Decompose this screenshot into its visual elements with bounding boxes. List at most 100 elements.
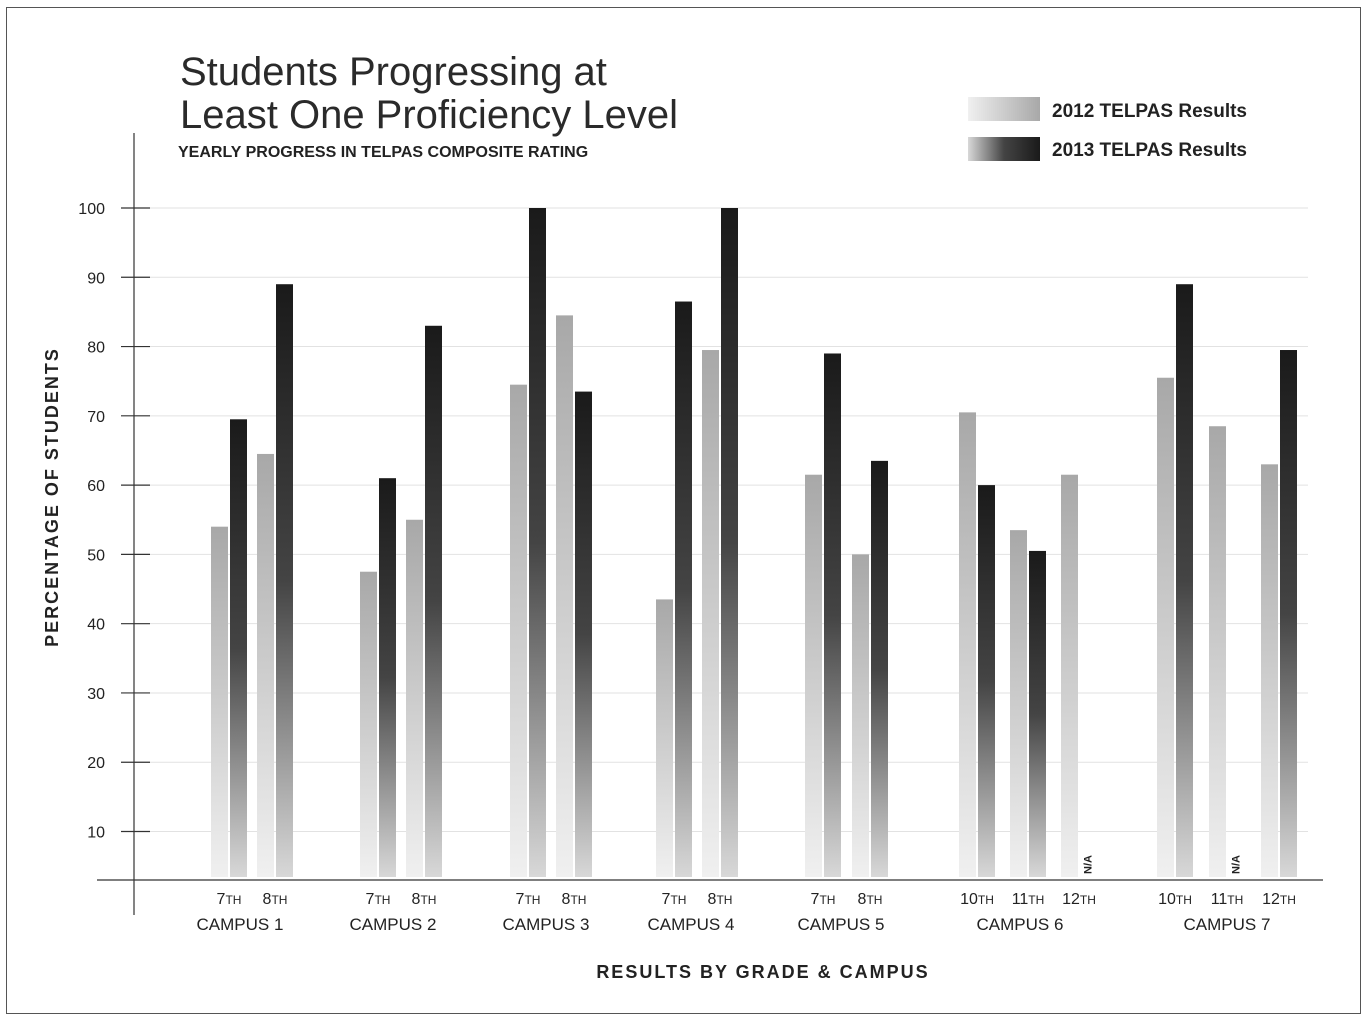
x-grade-label: 7TH xyxy=(217,891,242,908)
grade-number: 8 xyxy=(562,891,571,908)
x-campus-label: CAMPUS 4 xyxy=(648,915,735,934)
x-campus-label: CAMPUS 2 xyxy=(350,915,437,934)
grade-number: 8 xyxy=(858,891,867,908)
grade-number: 12 xyxy=(1262,891,1280,908)
x-grade-label: 8TH xyxy=(412,891,437,908)
x-grade-label: 8TH xyxy=(263,891,288,908)
bar-2013-5-8 xyxy=(871,460,888,877)
legend-label-2013: 2013 TELPAS Results xyxy=(1052,140,1247,161)
bar-2012-7-12 xyxy=(1261,464,1278,877)
grade-number: 11 xyxy=(1012,891,1029,908)
grade-number: 8 xyxy=(263,891,272,908)
y-tick-label: 60 xyxy=(87,478,105,495)
x-campus-label: CAMPUS 6 xyxy=(977,915,1064,934)
bar-2013-2-7 xyxy=(379,478,396,877)
grade-number: 8 xyxy=(412,891,421,908)
bar-2013-1-8 xyxy=(276,284,293,877)
grade-suffix: TH xyxy=(570,893,586,907)
na-label: N/A xyxy=(1083,855,1095,874)
x-grade-label: 8TH xyxy=(858,891,883,908)
x-grade-label: 7TH xyxy=(662,891,687,908)
x-axis-title: RESULTS BY GRADE & CAMPUS xyxy=(596,962,929,982)
y-axis-ticks: 10 20 30 40 50 60 70 80 90 100 xyxy=(78,201,150,842)
grade-suffix: TH xyxy=(1028,893,1044,907)
x-grade-label: 12TH xyxy=(1062,891,1096,908)
bar-2012-4-8 xyxy=(702,350,719,877)
x-grade-label: 11TH xyxy=(1012,891,1045,908)
grade-suffix: TH xyxy=(225,893,241,907)
x-campus-label: CAMPUS 1 xyxy=(197,915,284,934)
bar-2012-6-10 xyxy=(959,412,976,877)
x-campus-label: CAMPUS 3 xyxy=(503,915,590,934)
grade-suffix: TH xyxy=(716,893,732,907)
bar-2013-4-7 xyxy=(675,301,692,878)
bar-2013-6-10 xyxy=(978,485,995,877)
grade-number: 10 xyxy=(1158,891,1176,908)
y-tick-label: 20 xyxy=(87,755,105,772)
na-label: N/A xyxy=(1231,855,1243,874)
grade-suffix: TH xyxy=(271,893,287,907)
legend-label-2012: 2012 TELPAS Results xyxy=(1052,101,1247,122)
bar-2013-3-8 xyxy=(575,391,592,877)
chart-title-line1: Students Progressing at xyxy=(180,50,607,94)
bar-2012-7-10 xyxy=(1157,377,1174,877)
bar-2012-2-8 xyxy=(406,519,423,877)
legend-swatch-2012 xyxy=(968,97,1040,121)
bar-2012-3-7 xyxy=(510,384,527,877)
bar-2013-2-8 xyxy=(425,325,442,877)
y-tick-label: 10 xyxy=(87,825,105,842)
bar-2012-7-11 xyxy=(1209,426,1226,877)
grade-number: 10 xyxy=(960,891,978,908)
grade-suffix: TH xyxy=(1176,893,1192,907)
grade-number: 8 xyxy=(708,891,717,908)
y-axis-title: PERCENTAGE OF STUDENTS xyxy=(42,347,62,647)
grade-suffix: TH xyxy=(978,893,994,907)
bar-2013-1-7 xyxy=(230,419,247,877)
y-tick-label: 70 xyxy=(87,409,105,426)
x-grade-label: 7TH xyxy=(811,891,836,908)
bar-2013-3-7 xyxy=(529,208,546,877)
bar-2012-6-12 xyxy=(1061,474,1078,877)
x-grade-label: 8TH xyxy=(708,891,733,908)
grade-suffix: TH xyxy=(1280,893,1296,907)
grade-number: 11 xyxy=(1211,891,1228,908)
x-grade-label: 8TH xyxy=(562,891,587,908)
x-grade-label: 7TH xyxy=(366,891,391,908)
grade-number: 7 xyxy=(662,891,671,908)
x-campus-label: CAMPUS 5 xyxy=(798,915,885,934)
bar-2013-7-12 xyxy=(1280,350,1297,877)
y-tick-label: 80 xyxy=(87,340,105,357)
grade-suffix: TH xyxy=(670,893,686,907)
y-tick-label: 40 xyxy=(87,617,105,634)
bar-2013-5-7 xyxy=(824,353,841,878)
chart-title-line2: Least One Proficiency Level xyxy=(180,93,678,137)
bar-2013-6-11 xyxy=(1029,550,1046,877)
grade-suffix: TH xyxy=(819,893,835,907)
grade-suffix: TH xyxy=(1227,893,1243,907)
y-tick-label: 100 xyxy=(78,201,105,218)
chart-subtitle: YEARLY PROGRESS IN TELPAS COMPOSITE RATI… xyxy=(178,144,588,161)
bar-2012-3-8 xyxy=(556,315,573,877)
grade-suffix: TH xyxy=(1080,893,1096,907)
grade-number: 7 xyxy=(516,891,525,908)
bar-2012-4-7 xyxy=(656,599,673,877)
grade-suffix: TH xyxy=(524,893,540,907)
bar-2012-1-8 xyxy=(257,453,274,877)
grade-number: 7 xyxy=(811,891,820,908)
bar-2012-2-7 xyxy=(360,571,377,877)
x-grade-label: 12TH xyxy=(1262,891,1296,908)
x-grade-label: 10TH xyxy=(1158,891,1192,908)
y-tick-label: 90 xyxy=(87,270,105,287)
y-tick-label: 50 xyxy=(87,547,105,564)
bar-2012-1-7 xyxy=(211,526,228,877)
grade-number: 7 xyxy=(366,891,375,908)
x-grade-label: 11TH xyxy=(1211,891,1244,908)
bar-2012-5-7 xyxy=(805,474,822,877)
bar-2012-5-8 xyxy=(852,554,869,877)
bar-2013-7-10 xyxy=(1176,284,1193,877)
grade-suffix: TH xyxy=(420,893,436,907)
grade-suffix: TH xyxy=(866,893,882,907)
bar-2012-6-11 xyxy=(1010,530,1027,877)
